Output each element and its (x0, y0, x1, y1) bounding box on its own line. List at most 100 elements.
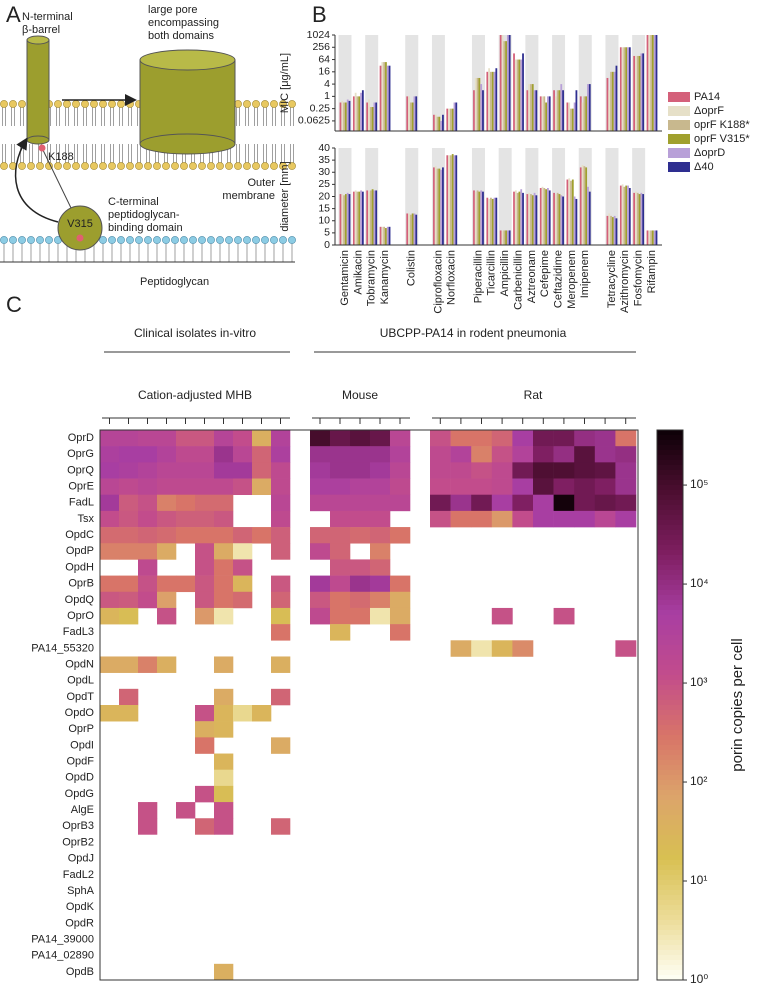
lipid-head (0, 100, 8, 108)
heatmap-cell (138, 527, 158, 544)
colorbar-step (657, 820, 683, 826)
heatmap-cell (195, 559, 215, 576)
pg-head (234, 236, 242, 244)
colorbar-step (657, 635, 683, 641)
lipid-head (207, 162, 215, 170)
bar (560, 84, 563, 131)
heatmap-cell (450, 462, 472, 479)
colorbar-step (657, 810, 683, 816)
heatmap-cell (350, 446, 371, 463)
bar (442, 114, 444, 131)
colorbar-step (657, 845, 683, 851)
x-tick-label: Ticarcillin (486, 250, 498, 295)
lipid-head (99, 162, 107, 170)
bar (623, 186, 626, 245)
colorbar-step (657, 870, 683, 876)
x-tick-label: Tetracycline (606, 250, 618, 308)
heatmap-cell (119, 607, 139, 625)
label: Outer (247, 177, 275, 189)
bar (440, 169, 443, 245)
heatmap-cell (138, 802, 158, 819)
bar (339, 102, 342, 131)
heatmap-cell (195, 737, 215, 754)
lipid-head (126, 100, 134, 108)
lipid-head (99, 100, 107, 108)
x-tick-label: Ampicillin (499, 250, 511, 296)
x-tick-label: Norfloxacin (446, 250, 458, 305)
heatmap-cell (310, 591, 331, 609)
colorbar-step (657, 710, 683, 716)
bar (508, 230, 511, 245)
bar (386, 65, 389, 131)
bar (627, 185, 629, 245)
legend-swatch (668, 120, 690, 130)
bar (506, 35, 509, 131)
bar (558, 90, 561, 131)
colorbar-step (657, 755, 683, 761)
bar (413, 213, 416, 245)
bar (379, 65, 382, 131)
bar (346, 192, 349, 245)
bar (588, 84, 591, 131)
colorbar-step (657, 660, 683, 666)
heatmap-cell (330, 559, 351, 576)
colorbar-step (657, 655, 683, 661)
heatmap-cell (195, 705, 215, 722)
heatmap-cell (350, 478, 371, 496)
heatmap-cell (195, 785, 215, 803)
bar (505, 230, 507, 245)
heatmap-cell (330, 430, 351, 447)
bar (406, 213, 409, 245)
lipid-head (63, 162, 71, 170)
colorbar-frame (656, 429, 684, 981)
heatmap-cell (574, 510, 596, 528)
x-tick-label: Ciprofloxacin (432, 250, 444, 314)
heatmap-cell (176, 430, 196, 447)
heatmap-cell (157, 591, 177, 609)
heatmap-cell (370, 446, 391, 463)
pg-head (0, 236, 8, 244)
bar (653, 35, 656, 131)
heatmap-cell (450, 640, 472, 657)
bar (575, 90, 578, 131)
colorbar-step (657, 630, 683, 636)
legend-label: ΔoprF (694, 105, 724, 117)
bar (548, 96, 551, 131)
bar (383, 226, 386, 245)
heatmap-cell (594, 430, 616, 447)
heatmap-cell (271, 543, 291, 560)
heatmap-cell (157, 478, 177, 496)
bar (543, 96, 546, 131)
v315-site (76, 234, 84, 242)
heatmap-cell (370, 591, 391, 609)
row-label: OpdH (65, 561, 94, 573)
colorbar-step (657, 550, 683, 556)
row-label: OprG (67, 448, 94, 460)
heatmap-cell (533, 462, 554, 479)
lipid-head (288, 162, 296, 170)
colorbar-step (657, 585, 683, 591)
lipid-head (180, 162, 188, 170)
bar (501, 230, 504, 245)
heatmap-cell (450, 494, 472, 512)
k188-site (38, 144, 46, 152)
colorbar-step (657, 570, 683, 576)
heatmap-cell (430, 462, 451, 479)
y-axis-label: diameter [mm] (279, 161, 291, 231)
heatmap-cell (491, 607, 513, 625)
colorbar-step (657, 885, 683, 891)
heatmap-cell (553, 462, 575, 479)
x-tick-label: Meropenem (566, 250, 578, 309)
bar (554, 194, 557, 245)
heatmap-cell (471, 478, 493, 496)
colorbar-step (657, 440, 683, 446)
row-label: FadL (69, 497, 94, 509)
pg-head (27, 236, 35, 244)
beta-barrel (26, 35, 50, 145)
legend-label: oprF K188* (694, 119, 750, 131)
heatmap-cell (330, 510, 351, 528)
row-label: OprD (68, 432, 94, 444)
row-label: OprB3 (62, 820, 94, 832)
bar (635, 191, 637, 245)
heatmap-cell (553, 478, 575, 496)
